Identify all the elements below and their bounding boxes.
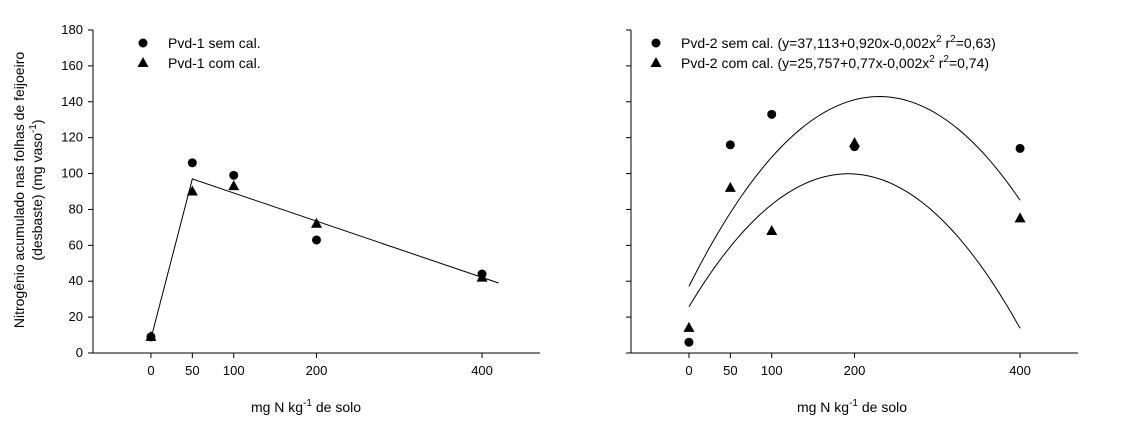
data-point: [228, 180, 240, 191]
x-tick-label: 100: [761, 363, 783, 378]
data-point: [683, 321, 695, 332]
x-tick-label: 50: [185, 363, 199, 378]
y-tick-label: 40: [69, 273, 83, 288]
legend-marker: [650, 57, 662, 67]
y-tick-label: 180: [61, 22, 83, 37]
x-tick-label: 400: [1009, 363, 1031, 378]
y-axis-title: Nitrogênio acumulado nas folhas de feijo…: [11, 52, 45, 328]
data-point: [229, 170, 239, 180]
data-point: [311, 217, 322, 228]
legend-marker: [138, 38, 148, 48]
y-tick-label: 80: [69, 201, 83, 216]
data-point: [1014, 212, 1026, 223]
svg-text:Nitrogênio acumulado nas folha: Nitrogênio acumulado nas folhas de feijo…: [11, 52, 27, 328]
x-tick-label: 0: [147, 363, 154, 378]
x-tick-label: 200: [306, 363, 328, 378]
svg-text:(desbaste) (mg vaso-1): (desbaste) (mg vaso-1): [28, 119, 45, 260]
x-axis-title: mg N kg-1 de solo: [797, 398, 907, 415]
chart-panel-right: 0 50 100 200 400 mg N kg-1 de solo Pvd-2 sem c…: [626, 29, 1078, 415]
x-tick-label: 50: [723, 363, 737, 378]
y-axis-title-line1: Nitrogênio acumulado nas folhas de feijo…: [11, 52, 27, 328]
legend-entry: Pvd-1 sem cal.: [168, 35, 261, 51]
x-tick-label: 400: [471, 363, 493, 378]
legend-entry: Pvd-1 com cal.: [168, 55, 261, 71]
x-tick-label: 0: [685, 363, 692, 378]
x-axis-title: mg N kg-1 de solo: [251, 398, 361, 415]
legend-entry: Pvd-2 sem cal. (y=37,113+0,920x-0,002x2 …: [681, 34, 996, 51]
data-point: [849, 137, 860, 148]
y-tick-label: 120: [61, 130, 83, 145]
data-point: [684, 337, 694, 347]
y-tick-label: 20: [69, 309, 83, 324]
y-axis-title-line2: (desbaste) (mg vaso: [29, 133, 45, 261]
data-point: [312, 235, 321, 245]
legend-marker: [651, 38, 661, 48]
y-tick-label: 60: [69, 237, 83, 252]
legend-marker: [137, 57, 149, 67]
chart-panel-left: 0 20 40 60 80 100 120 140 160 180 0 50 100 200 400 mg N…: [61, 22, 540, 415]
x-tick-label: 100: [223, 363, 245, 378]
data-point: [766, 224, 778, 235]
y-axis-title-sup: -1: [28, 124, 39, 133]
legend-entry: Pvd-2 com cal. (y=25,757+0,77x-0,002x2 r…: [681, 54, 989, 71]
y-tick-label: 0: [76, 345, 83, 360]
data-point: [725, 140, 735, 150]
data-point: [476, 271, 488, 282]
data-point: [186, 185, 198, 196]
data-point: [187, 158, 197, 168]
y-tick-label: 100: [61, 166, 83, 181]
x-tick-label: 200: [844, 363, 866, 378]
data-point: [1015, 143, 1025, 153]
y-tick-label: 140: [61, 94, 83, 109]
y-axis-title-close: ): [29, 119, 45, 124]
data-point: [724, 181, 736, 192]
y-tick-label: 160: [61, 58, 83, 73]
fit-line: [150, 178, 499, 339]
fit-curve: [688, 96, 1021, 287]
fit-curve: [688, 173, 1021, 329]
data-point: [145, 330, 157, 341]
data-point: [767, 109, 777, 119]
